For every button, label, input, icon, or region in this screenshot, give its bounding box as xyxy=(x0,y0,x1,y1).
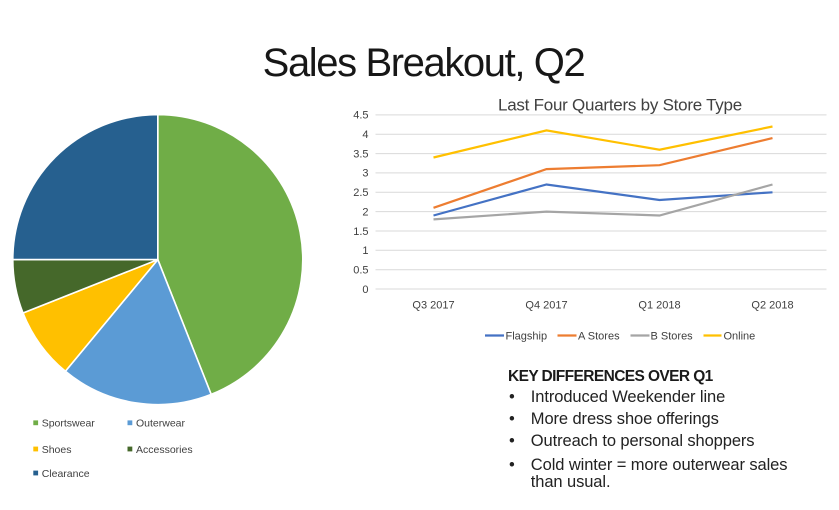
svg-text:3: 3 xyxy=(362,168,368,180)
svg-text:0.5: 0.5 xyxy=(353,265,368,277)
svg-text:4: 4 xyxy=(362,129,368,141)
svg-text:3.5: 3.5 xyxy=(353,148,368,160)
svg-text:Shoes: Shoes xyxy=(42,444,72,456)
svg-text:Accessories: Accessories xyxy=(136,444,193,456)
svg-text:Q3 2017: Q3 2017 xyxy=(412,300,454,312)
svg-text:Q1 2018: Q1 2018 xyxy=(638,300,680,312)
svg-text:Clearance: Clearance xyxy=(42,468,90,480)
svg-text:Q4 2017: Q4 2017 xyxy=(525,300,567,312)
svg-text:Flagship: Flagship xyxy=(506,330,548,342)
svg-text:A Stores: A Stores xyxy=(578,330,620,342)
svg-text:0: 0 xyxy=(362,284,368,296)
svg-text:2.5: 2.5 xyxy=(353,187,368,199)
svg-text:Q2 2018: Q2 2018 xyxy=(751,300,793,312)
svg-text:2: 2 xyxy=(362,206,368,218)
svg-text:1.5: 1.5 xyxy=(353,226,368,238)
svg-text:Last Four Quarters by Store Ty: Last Four Quarters by Store Type xyxy=(498,95,742,114)
svg-text:Sportswear: Sportswear xyxy=(42,418,96,430)
svg-text:Online: Online xyxy=(724,330,756,342)
svg-text:1: 1 xyxy=(362,245,368,257)
svg-text:4.5: 4.5 xyxy=(353,110,368,122)
svg-text:Outerwear: Outerwear xyxy=(136,418,186,430)
svg-text:B Stores: B Stores xyxy=(651,330,694,342)
